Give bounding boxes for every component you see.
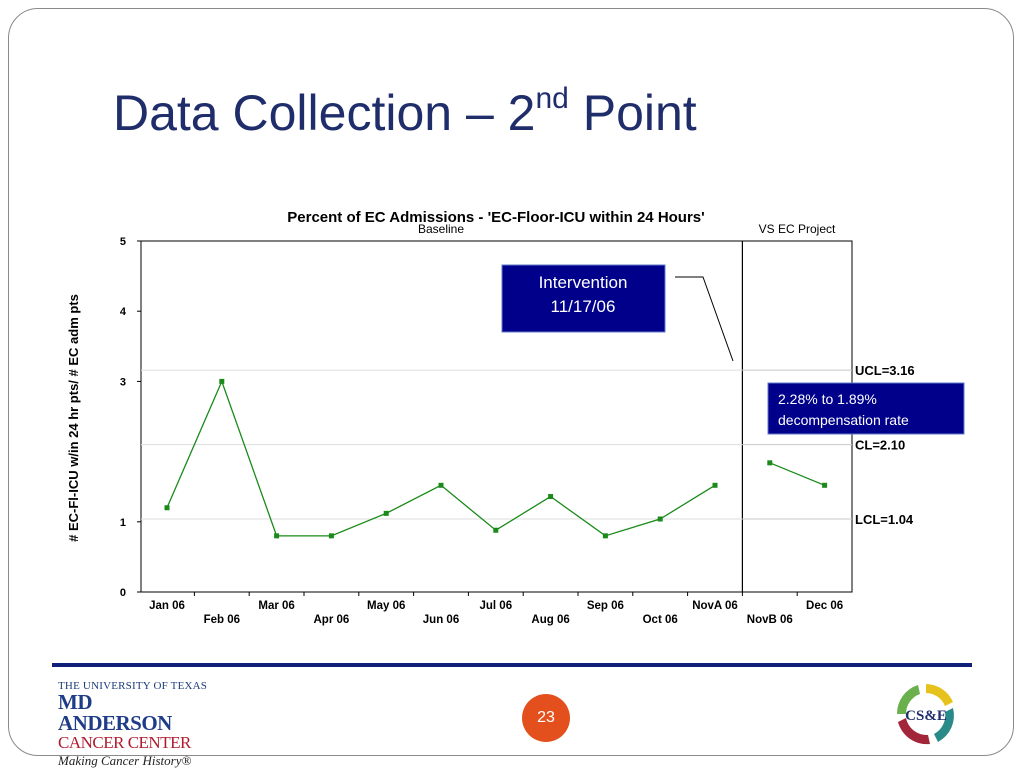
y-tick-label: 3 bbox=[120, 376, 126, 388]
x-tick-label: Oct 06 bbox=[643, 614, 678, 626]
chart-title: Percent of EC Admissions - 'EC-Floor-ICU… bbox=[287, 209, 704, 226]
cse-logo-icon: CS&E bbox=[896, 684, 954, 745]
x-tick-label: NovB 06 bbox=[747, 614, 793, 626]
data-point bbox=[712, 482, 718, 488]
control-chart: Percent of EC Admissions - 'EC-Floor-ICU… bbox=[66, 209, 965, 626]
intervention-box bbox=[501, 264, 666, 333]
control-limit-label: CL=2.10 bbox=[855, 438, 905, 453]
x-tick-label: Feb 06 bbox=[204, 614, 240, 626]
plot-area bbox=[140, 240, 853, 593]
rate-label-line1: 2.28% to 1.89% bbox=[778, 391, 877, 407]
x-tick-label: Aug 06 bbox=[531, 614, 569, 626]
rate-box bbox=[767, 382, 965, 435]
data-point bbox=[274, 533, 280, 539]
intervention-label-line1: Intervention bbox=[539, 273, 628, 292]
data-point bbox=[328, 533, 334, 539]
baseline-label: Baseline bbox=[418, 222, 464, 236]
y-tick-label: 5 bbox=[120, 236, 126, 248]
logo-tagline: Making Cancer History® bbox=[58, 753, 192, 768]
x-tick-label: Jul 06 bbox=[479, 600, 512, 612]
data-point bbox=[602, 533, 608, 539]
data-point bbox=[767, 460, 773, 466]
page-number-badge: 23 bbox=[522, 694, 570, 742]
y-tick-label: 1 bbox=[120, 517, 126, 529]
control-limit-label: LCL=1.04 bbox=[855, 512, 914, 527]
data-point bbox=[657, 516, 663, 522]
cse-logo-text: CS&E bbox=[905, 708, 947, 724]
data-point bbox=[548, 494, 554, 500]
data-point bbox=[164, 505, 170, 511]
y-tick-label: 4 bbox=[120, 306, 127, 318]
x-tick-label: Apr 06 bbox=[314, 614, 350, 626]
intervention-pointer bbox=[675, 276, 734, 362]
series-line-2 bbox=[769, 462, 825, 486]
x-tick-label: Jun 06 bbox=[423, 614, 459, 626]
footer-rule bbox=[52, 663, 972, 667]
x-tick-label: NovA 06 bbox=[692, 600, 738, 612]
md-anderson-logo: THE UNIVERSITY OF TEXAS MD ANDERSON CANC… bbox=[58, 680, 208, 768]
x-tick-label: Mar 06 bbox=[258, 600, 294, 612]
rate-label-line2: decompensation rate bbox=[778, 412, 909, 428]
data-point bbox=[219, 378, 225, 384]
intervention-label-line2: 11/17/06 bbox=[551, 297, 616, 316]
data-point bbox=[383, 510, 389, 516]
logo-line-3: CANCER CENTER bbox=[58, 733, 191, 752]
x-tick-label: May 06 bbox=[367, 600, 405, 612]
data-point bbox=[822, 482, 828, 488]
slide-title: Data Collection – 2nd Point bbox=[113, 82, 697, 141]
data-point bbox=[438, 482, 444, 488]
x-tick-label: Dec 06 bbox=[806, 600, 843, 612]
series-line-1 bbox=[166, 379, 716, 537]
y-axis-label: # EC-Fl-ICU w/in 24 hr pts/ # EC adm pts bbox=[66, 294, 81, 542]
logo-line-2: MD ANDERSON bbox=[58, 690, 172, 735]
y-tick-label: 0 bbox=[120, 587, 126, 599]
x-tick-label: Jan 06 bbox=[149, 600, 185, 612]
x-tick-label: Sep 06 bbox=[587, 600, 624, 612]
project-label: VS EC Project bbox=[759, 222, 836, 236]
slide-frame bbox=[8, 8, 1014, 756]
logo-line-1: THE UNIVERSITY OF TEXAS bbox=[58, 680, 208, 692]
control-limit-label: UCL=3.16 bbox=[855, 363, 915, 378]
data-point bbox=[493, 527, 499, 533]
